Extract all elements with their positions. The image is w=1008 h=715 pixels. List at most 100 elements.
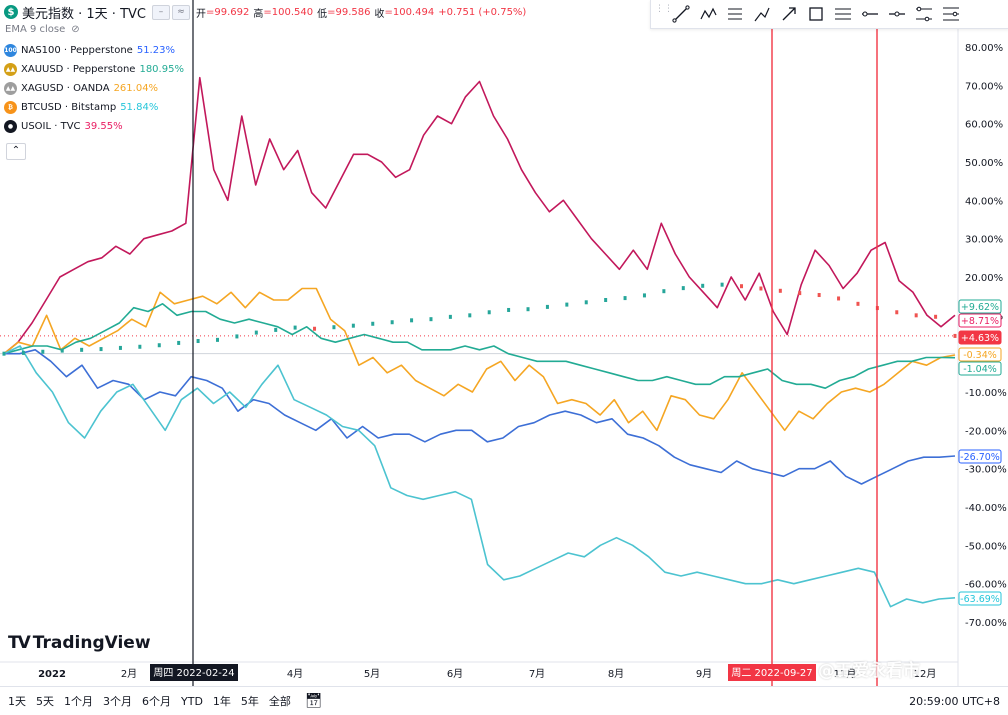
y-tick-label: 50.00% [965, 158, 1003, 169]
ema-indicator[interactable]: EMA 9 close ⊘ [5, 24, 80, 35]
legend-item-nas100[interactable]: 100 NAS100 · Pepperstone 51.23% [4, 41, 184, 60]
range-1m[interactable]: 1个月 [64, 695, 93, 708]
dxy-candle [642, 293, 646, 298]
clock[interactable]: 20:59:00 UTC+8 [909, 695, 1000, 708]
dxy-candle [778, 288, 782, 293]
low-value: =99.586 [327, 6, 371, 18]
x-tick-label: 7月 [529, 668, 545, 680]
legend-name: BTCUSD · Bitstamp [21, 102, 117, 113]
dxy-candle [914, 313, 918, 318]
dxy-candle [720, 282, 724, 287]
drag-handle-icon[interactable]: ⋮⋮ [655, 4, 673, 14]
gann-icon[interactable] [941, 4, 961, 24]
range-ytd[interactable]: YTD [181, 694, 203, 708]
dxy-candle [429, 317, 433, 322]
trend-line-icon[interactable] [671, 4, 691, 24]
dxy-candle [662, 289, 666, 294]
dxy-candle [487, 310, 491, 315]
y-tick-label: -40.00% [965, 503, 1007, 514]
dxy-candle [293, 325, 297, 330]
x-tick-label: 2月 [121, 668, 137, 680]
range-6m[interactable]: 6个月 [142, 695, 171, 708]
dxy-candle [41, 349, 45, 354]
y-tick-label: -60.00% [965, 580, 1007, 591]
range-5y[interactable]: 5年 [240, 695, 259, 708]
series-line [3, 345, 956, 608]
rectangle-icon[interactable] [806, 4, 826, 24]
x-tick-label: 12月 [914, 668, 937, 680]
dxy-candle [371, 321, 375, 326]
price-tag-bg [958, 347, 1002, 362]
y-tick-label: 20.00% [965, 273, 1003, 284]
tradingview-logo[interactable]: TV TradingView [8, 633, 151, 653]
crosshair-date-label: 周四 2022-02-24 [153, 667, 234, 679]
range-5d[interactable]: 5天 [36, 695, 54, 708]
series-line [3, 287, 956, 432]
minimize-button[interactable]: – [151, 4, 170, 20]
nas100-icon: 100 [4, 44, 17, 57]
dxy-candle [584, 300, 588, 305]
path-icon[interactable] [752, 4, 772, 24]
legend-item-xagusd[interactable]: ▲▲ XAGUSD · OANDA 261.04% [4, 79, 184, 98]
dxy-candle [468, 313, 472, 318]
chevron-up-icon[interactable]: ⌃ [6, 143, 26, 160]
bottom-bar: 1天 5天 1个月 3个月 6个月 YTD 1年 5年 全部 📅︎ 20:59:… [0, 686, 1008, 715]
dxy-candle [837, 296, 841, 301]
dxy-candle [448, 314, 452, 319]
dxy-candle [196, 339, 200, 344]
legend-name: NAS100 · Pepperstone [21, 45, 133, 56]
x-tick-label: 4月 [287, 668, 303, 680]
parallel-channel-icon[interactable] [833, 4, 853, 24]
price-tag-label: -63.69% [960, 594, 1000, 605]
range-3m[interactable]: 3个月 [103, 695, 132, 708]
eye-slash-icon[interactable]: ⊘ [71, 24, 80, 35]
legend-item-xauusd[interactable]: ▲▲ XAUUSD · Pepperstone 180.95% [4, 60, 184, 79]
dxy-candle [235, 334, 239, 339]
legend-item-btcusd[interactable]: ₿ BTCUSD · Bitstamp 51.84% [4, 98, 184, 117]
chart-header: $ 美元指数 · 1天 · TVC – ≈ 开 =99.692 高 =100.540… [4, 3, 527, 22]
dxy-candle [759, 286, 763, 291]
range-1d[interactable]: 1天 [8, 695, 26, 708]
fib-retracement-icon[interactable] [725, 4, 745, 24]
series-line [3, 302, 956, 390]
dxy-candle [817, 293, 821, 298]
dxy-candle [798, 291, 802, 296]
price-tag-bg [958, 330, 1002, 345]
x-tick-label: 2022 [38, 669, 66, 680]
dxy-candle [740, 284, 744, 289]
dxy-candle [274, 327, 278, 332]
dxy-candle [934, 314, 938, 319]
series-line [3, 76, 956, 355]
horizontal-line-icon[interactable] [887, 4, 907, 24]
pitchfork-icon[interactable] [914, 4, 934, 24]
arrow-icon[interactable] [779, 4, 799, 24]
legend-name: USOIL · TVC [21, 121, 81, 132]
calendar-icon[interactable]: 📅︎ [304, 693, 323, 709]
dxy-candle [157, 343, 161, 348]
dxy-candle [215, 337, 219, 342]
change-value: +0.751 (+0.75%) [438, 6, 527, 18]
silver-bars-icon: ▲▲ [4, 82, 17, 95]
watermark: @王爱永看市 [818, 661, 920, 681]
dxy-candle [681, 286, 685, 291]
legend-value: 261.04% [113, 83, 159, 94]
dxy-candle [351, 323, 355, 328]
legend-item-usoil[interactable]: ● USOIL · TVC 39.55% [4, 117, 184, 136]
dxy-candle [507, 307, 511, 312]
dxy-candle [390, 320, 394, 325]
y-tick-label: 30.00% [965, 235, 1003, 246]
compare-button[interactable]: ≈ [171, 4, 190, 20]
crosshair-date-bg [150, 664, 238, 681]
symbol-title[interactable]: 美元指数 · 1天 · TVC [22, 6, 146, 22]
price-tag-label: -26.70% [960, 452, 1000, 463]
close-label: 收 [374, 8, 385, 20]
horizontal-ray-icon[interactable] [860, 4, 880, 24]
range-all[interactable]: 全部 [268, 695, 291, 708]
dxy-candle [623, 296, 627, 301]
price-tag-bg [958, 299, 1002, 314]
pattern-icon[interactable] [698, 4, 718, 24]
dxy-candle [526, 307, 530, 312]
range-1y[interactable]: 1年 [212, 695, 231, 708]
dxy-candle [177, 340, 181, 345]
